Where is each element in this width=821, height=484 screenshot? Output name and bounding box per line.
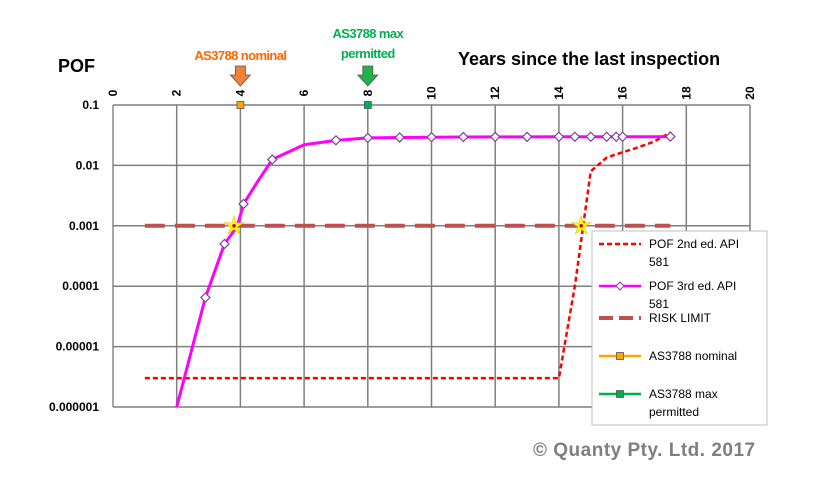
legend-label: POF 3rd ed. API <box>649 279 736 293</box>
marker-layer <box>200 101 676 303</box>
y-tick-labels: 0.1 0.01 0.001 0.0001 0.00001 0.000001 <box>49 98 99 414</box>
annotation-label: AS3788 max <box>332 26 404 41</box>
x-tick-label: 12 <box>488 86 502 100</box>
legend-label: 581 <box>649 297 669 311</box>
x-tick-label: 0 <box>106 89 120 96</box>
legend-marker-square <box>616 352 624 360</box>
series-line-0 <box>144 131 671 380</box>
x-tick-label: 2 <box>170 89 184 96</box>
y-tick-label: 0.000001 <box>49 400 99 414</box>
data-point-square <box>363 101 372 109</box>
legend-label: permitted <box>649 405 699 419</box>
legend-label: RISK LIMIT <box>649 311 712 325</box>
data-point-diamond <box>362 132 374 144</box>
y-tick-label: 0.001 <box>69 219 99 233</box>
x-tick-label: 16 <box>616 86 630 100</box>
annotation-layer: AS3788 nominal AS3788 max permitted <box>194 26 405 87</box>
data-point-diamond <box>553 131 565 143</box>
data-point-diamond <box>489 131 501 143</box>
x-axis-title: Years since the last inspection <box>458 49 720 69</box>
x-tick-label: 10 <box>425 86 439 100</box>
data-point-diamond <box>238 198 249 210</box>
y-tick-label: 0.0001 <box>62 279 99 293</box>
x-tick-label: 18 <box>679 86 693 100</box>
x-tick-label: 14 <box>552 86 566 100</box>
annotation-label: permitted <box>341 46 395 61</box>
annotation-arrow-icon <box>229 65 252 87</box>
legend-label: AS3788 max <box>649 387 718 401</box>
x-tick-label: 4 <box>233 89 247 96</box>
copyright-text: © Quanty Pty. Ltd. 2017 <box>533 440 756 461</box>
data-point-diamond <box>665 131 676 142</box>
data-point-diamond <box>585 131 597 143</box>
data-point-diamond <box>458 131 469 143</box>
data-point-diamond <box>601 131 613 143</box>
annotation-arrow-icon <box>356 65 379 87</box>
data-point-diamond <box>569 131 581 143</box>
data-point-diamond <box>219 238 230 250</box>
data-point-diamond <box>330 134 342 146</box>
intersection-star-center <box>579 224 583 228</box>
x-tick-label: 8 <box>361 89 375 96</box>
legend-label: POF 2nd ed. API <box>649 237 739 251</box>
x-tick-labels: 0 2 4 6 8 10 12 14 16 18 20 <box>106 86 757 100</box>
legend-marker-square <box>616 390 624 398</box>
data-point-diamond <box>394 132 405 143</box>
data-point-diamond <box>617 131 628 143</box>
x-tick-label: 20 <box>743 86 757 100</box>
data-point-diamond <box>521 131 533 143</box>
y-tick-label: 0.1 <box>82 98 99 112</box>
legend-label: AS3788 nominal <box>649 349 737 363</box>
y-axis-title: POF <box>58 56 95 76</box>
data-point-diamond <box>266 154 278 165</box>
legend-marker-diamond <box>615 281 625 291</box>
data-point-square <box>236 101 245 109</box>
annotation-label: AS3788 nominal <box>194 48 286 63</box>
data-point-diamond <box>200 292 211 303</box>
data-point-diamond <box>426 131 437 143</box>
y-tick-label: 0.01 <box>76 158 100 172</box>
intersection-star-center <box>232 224 236 228</box>
x-tick-label: 6 <box>297 89 311 96</box>
y-tick-label: 0.00001 <box>56 340 100 354</box>
legend-label: 581 <box>649 255 669 269</box>
